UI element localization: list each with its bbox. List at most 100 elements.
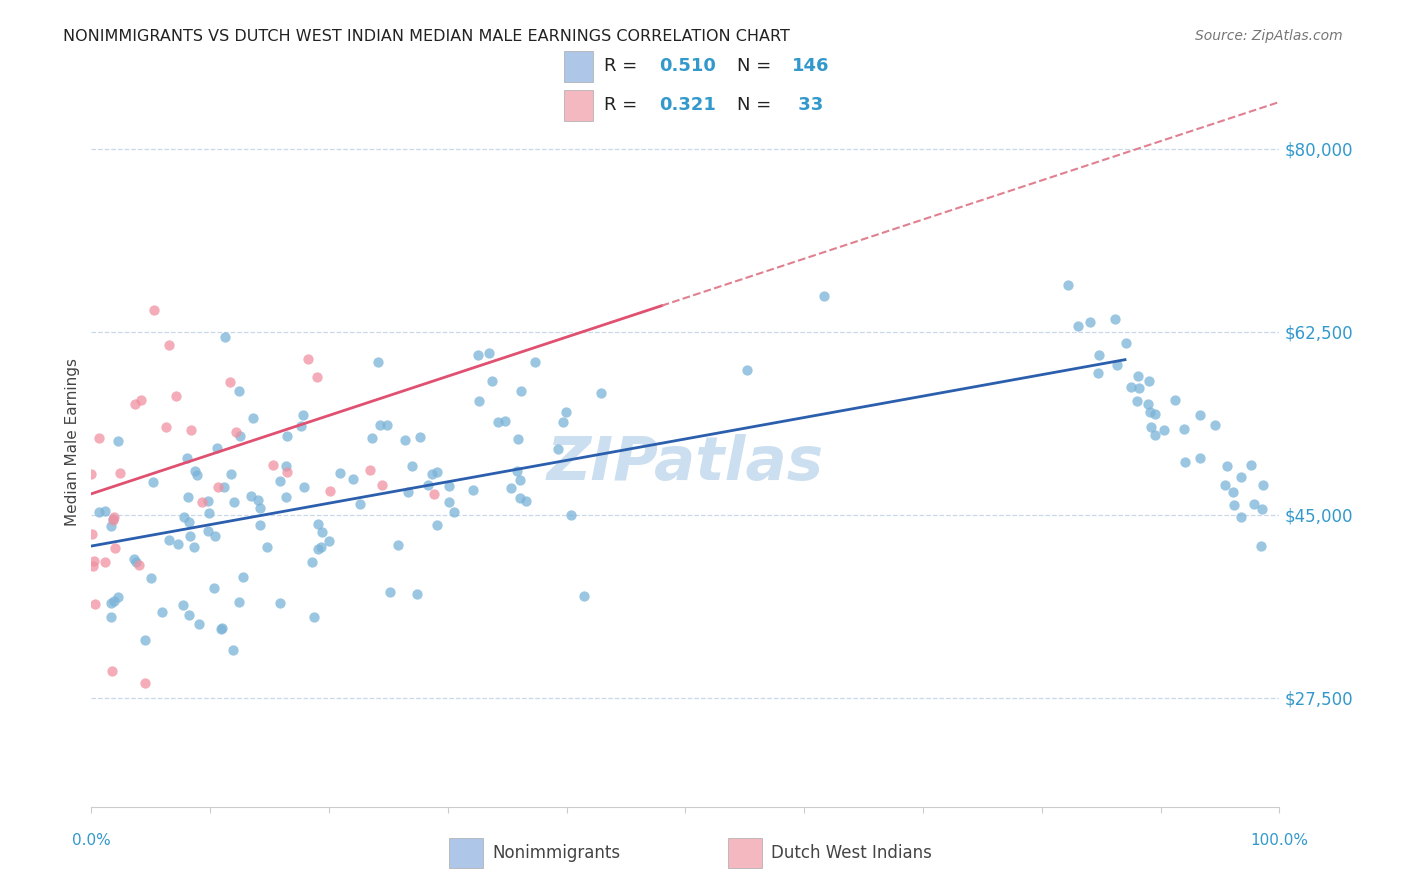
Point xyxy=(409,430,432,444)
Point xyxy=(1144,407,1167,421)
Point xyxy=(128,558,150,572)
Point xyxy=(231,570,253,584)
Point xyxy=(554,405,576,419)
Point xyxy=(1056,277,1078,292)
Point xyxy=(1126,368,1149,383)
Point xyxy=(176,450,198,465)
Point xyxy=(509,491,531,505)
Point xyxy=(508,432,530,446)
Point xyxy=(179,529,201,543)
Point xyxy=(139,571,162,585)
Point xyxy=(307,516,329,531)
Point xyxy=(510,384,533,399)
Point xyxy=(249,501,271,516)
Point xyxy=(143,303,166,318)
Point xyxy=(100,664,122,678)
Point xyxy=(1143,427,1166,442)
Point xyxy=(239,489,262,503)
Point xyxy=(1136,397,1159,411)
Point xyxy=(494,414,516,428)
Point xyxy=(735,363,758,377)
Point xyxy=(486,416,509,430)
Point xyxy=(1140,419,1163,434)
Point xyxy=(125,555,148,569)
Point xyxy=(560,508,582,522)
Point xyxy=(439,479,461,493)
Text: Dutch West Indians: Dutch West Indians xyxy=(770,844,932,862)
Point xyxy=(416,477,439,491)
Point xyxy=(478,345,501,359)
Point xyxy=(180,423,202,437)
Point xyxy=(589,385,612,400)
Point xyxy=(107,434,129,448)
Point xyxy=(101,513,124,527)
Point xyxy=(426,465,449,479)
Point xyxy=(1250,501,1272,516)
Point xyxy=(1125,394,1147,409)
Point xyxy=(209,622,232,636)
Point xyxy=(1222,484,1244,499)
Point xyxy=(129,393,152,408)
Point xyxy=(342,472,364,486)
Point xyxy=(1104,312,1126,326)
Point xyxy=(187,616,209,631)
Point xyxy=(186,467,208,482)
Point xyxy=(204,529,226,543)
Point xyxy=(367,355,389,369)
Point xyxy=(1119,380,1142,394)
Point xyxy=(501,481,523,495)
Text: 146: 146 xyxy=(792,57,830,75)
Point xyxy=(1250,539,1272,553)
Point xyxy=(205,441,228,455)
Point xyxy=(228,384,250,399)
Point xyxy=(157,338,180,352)
Point xyxy=(166,388,188,402)
Point xyxy=(172,599,194,613)
Point xyxy=(262,458,284,473)
Point xyxy=(467,348,489,362)
Point xyxy=(124,551,146,566)
Point xyxy=(377,418,399,433)
Point xyxy=(176,490,198,504)
Point xyxy=(166,537,188,551)
Text: 0.510: 0.510 xyxy=(659,57,716,75)
Point xyxy=(378,584,401,599)
Point xyxy=(269,474,291,488)
Point xyxy=(1163,392,1185,407)
Point xyxy=(269,596,291,610)
Point xyxy=(368,418,391,433)
Text: NONIMMIGRANTS VS DUTCH WEST INDIAN MEDIAN MALE EARNINGS CORRELATION CHART: NONIMMIGRANTS VS DUTCH WEST INDIAN MEDIA… xyxy=(63,29,790,44)
Point xyxy=(425,518,447,533)
Point xyxy=(1080,315,1102,329)
Text: N =: N = xyxy=(737,96,778,114)
Point xyxy=(103,509,125,524)
Point xyxy=(150,605,173,619)
Point xyxy=(1213,478,1236,492)
Point xyxy=(107,590,129,604)
Point xyxy=(371,477,394,491)
Point xyxy=(82,527,104,541)
Point xyxy=(100,609,122,624)
Point xyxy=(183,464,205,478)
Point xyxy=(394,433,416,447)
Point xyxy=(318,483,340,498)
Point xyxy=(305,370,328,384)
FancyBboxPatch shape xyxy=(564,89,593,120)
Point xyxy=(183,540,205,554)
FancyBboxPatch shape xyxy=(450,838,484,868)
Point xyxy=(1087,366,1109,380)
Point xyxy=(155,420,177,434)
Point xyxy=(443,505,465,519)
Point xyxy=(1204,417,1226,432)
Point xyxy=(214,329,236,343)
Point xyxy=(551,415,574,429)
Point xyxy=(1137,374,1160,388)
Point xyxy=(197,506,219,520)
Point xyxy=(276,466,298,480)
Point xyxy=(274,458,297,473)
Text: ZIPatlas: ZIPatlas xyxy=(547,434,824,493)
Point xyxy=(256,540,278,554)
Point xyxy=(177,515,200,529)
Point xyxy=(311,525,333,540)
Point xyxy=(1240,458,1263,473)
